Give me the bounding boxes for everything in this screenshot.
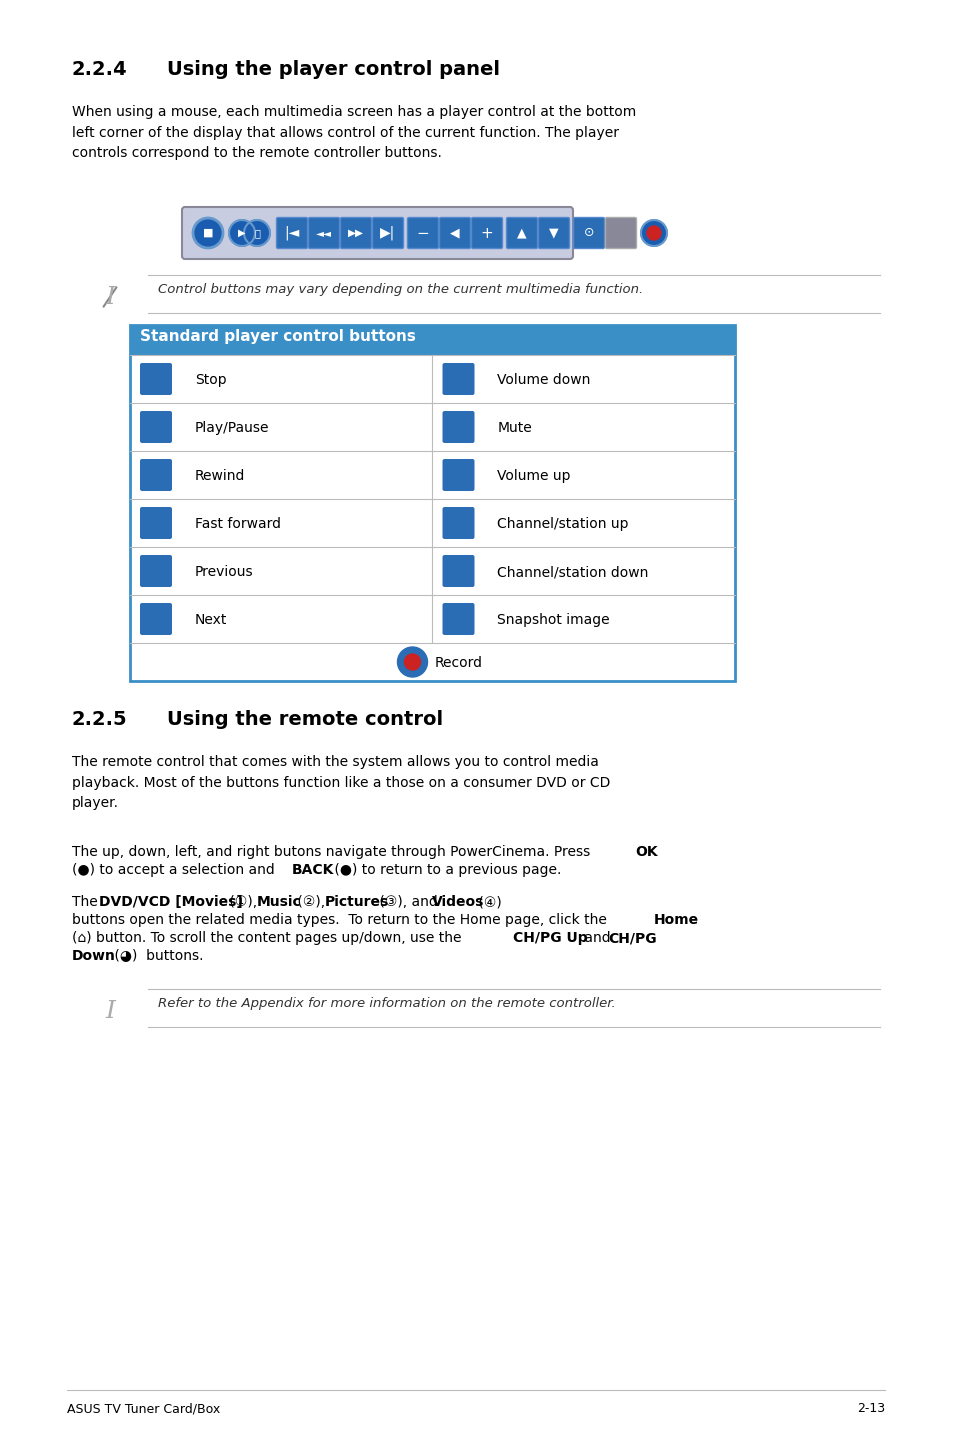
- FancyBboxPatch shape: [442, 362, 474, 395]
- FancyBboxPatch shape: [140, 411, 172, 443]
- Circle shape: [404, 654, 420, 670]
- Text: (⌂) button. To scroll the content pages up/down, use the: (⌂) button. To scroll the content pages …: [71, 930, 465, 945]
- Circle shape: [193, 219, 223, 247]
- Text: buttons open the related media types.  To return to the Home page, click the: buttons open the related media types. To…: [71, 913, 611, 928]
- Text: DVD/VCD [Movies]: DVD/VCD [Movies]: [99, 894, 242, 909]
- FancyBboxPatch shape: [182, 207, 573, 259]
- Text: +: +: [480, 226, 493, 240]
- Text: Mute: Mute: [497, 421, 532, 436]
- FancyBboxPatch shape: [140, 362, 172, 395]
- FancyBboxPatch shape: [442, 555, 474, 587]
- FancyBboxPatch shape: [573, 217, 604, 249]
- Text: Stop: Stop: [194, 372, 227, 387]
- Text: Using the remote control: Using the remote control: [167, 710, 442, 729]
- FancyBboxPatch shape: [506, 217, 537, 249]
- Text: Music: Music: [256, 894, 301, 909]
- Text: I: I: [105, 286, 114, 309]
- FancyBboxPatch shape: [442, 459, 474, 490]
- Circle shape: [646, 226, 660, 240]
- Text: ASUS TV Tuner Card/Box: ASUS TV Tuner Card/Box: [67, 1402, 220, 1415]
- Text: Home: Home: [654, 913, 699, 928]
- Text: BACK: BACK: [292, 863, 334, 877]
- FancyBboxPatch shape: [439, 217, 470, 249]
- Text: OK: OK: [635, 846, 657, 858]
- Text: ◄◄: ◄◄: [315, 229, 332, 239]
- Text: (●) to return to a previous page.: (●) to return to a previous page.: [330, 863, 560, 877]
- Text: Refer to the Appendix for more information on the remote controller.: Refer to the Appendix for more informati…: [158, 997, 615, 1009]
- Circle shape: [640, 220, 666, 246]
- FancyBboxPatch shape: [140, 555, 172, 587]
- Text: CH/PG: CH/PG: [607, 930, 656, 945]
- Text: The remote control that comes with the system allows you to control media
playba: The remote control that comes with the s…: [71, 755, 610, 810]
- Bar: [130, 325, 734, 682]
- FancyBboxPatch shape: [605, 217, 636, 249]
- Text: Videos: Videos: [432, 894, 484, 909]
- FancyBboxPatch shape: [442, 603, 474, 636]
- Text: Volume up: Volume up: [497, 469, 571, 483]
- Text: ▶: ▶: [238, 229, 246, 239]
- FancyBboxPatch shape: [471, 217, 502, 249]
- Text: Volume down: Volume down: [497, 372, 590, 387]
- Text: Next: Next: [194, 613, 227, 627]
- Text: Channel/station up: Channel/station up: [497, 518, 628, 531]
- Text: 2.2.5: 2.2.5: [71, 710, 128, 729]
- Text: The: The: [71, 894, 102, 909]
- Bar: [130, 325, 734, 355]
- Text: When using a mouse, each multimedia screen has a player control at the bottom
le: When using a mouse, each multimedia scre…: [71, 105, 636, 160]
- Circle shape: [397, 647, 427, 677]
- Text: (●) to accept a selection and: (●) to accept a selection and: [71, 863, 279, 877]
- Text: |◄: |◄: [284, 226, 299, 240]
- Text: −: −: [416, 226, 429, 240]
- Text: Standard player control buttons: Standard player control buttons: [140, 329, 416, 344]
- Text: Fast forward: Fast forward: [194, 518, 281, 531]
- Text: 2-13: 2-13: [856, 1402, 884, 1415]
- Text: I: I: [105, 999, 114, 1022]
- FancyBboxPatch shape: [140, 459, 172, 490]
- Text: Using the player control panel: Using the player control panel: [167, 60, 499, 79]
- FancyBboxPatch shape: [372, 217, 403, 249]
- Text: ▼: ▼: [549, 227, 558, 240]
- Circle shape: [244, 220, 270, 246]
- Text: ■: ■: [203, 229, 213, 239]
- Text: Rewind: Rewind: [194, 469, 245, 483]
- FancyBboxPatch shape: [407, 217, 438, 249]
- FancyBboxPatch shape: [442, 508, 474, 539]
- FancyBboxPatch shape: [308, 217, 339, 249]
- Text: (④): (④): [474, 894, 501, 909]
- Text: Previous: Previous: [194, 565, 253, 580]
- Text: Channel/station down: Channel/station down: [497, 565, 648, 580]
- Text: Down: Down: [71, 949, 115, 963]
- Text: ⊙: ⊙: [583, 227, 594, 240]
- Text: Pictures: Pictures: [325, 894, 389, 909]
- FancyBboxPatch shape: [140, 508, 172, 539]
- Text: Record: Record: [434, 656, 482, 670]
- Text: Snapshot image: Snapshot image: [497, 613, 610, 627]
- FancyBboxPatch shape: [537, 217, 569, 249]
- Text: (①),: (①),: [225, 894, 261, 909]
- Text: The up, down, left, and right butons navigate through PowerCinema. Press: The up, down, left, and right butons nav…: [71, 846, 594, 858]
- Text: ▶|: ▶|: [380, 226, 395, 240]
- Text: ▲: ▲: [517, 227, 526, 240]
- FancyBboxPatch shape: [340, 217, 371, 249]
- Text: ⏸: ⏸: [253, 229, 259, 239]
- Text: 2.2.4: 2.2.4: [71, 60, 128, 79]
- FancyBboxPatch shape: [442, 411, 474, 443]
- FancyBboxPatch shape: [276, 217, 307, 249]
- Text: Play/Pause: Play/Pause: [194, 421, 269, 436]
- FancyBboxPatch shape: [140, 603, 172, 636]
- Text: ◀: ◀: [450, 227, 459, 240]
- Text: (◕)  buttons.: (◕) buttons.: [110, 949, 203, 963]
- Text: and: and: [579, 930, 615, 945]
- Text: ▶▶: ▶▶: [348, 229, 364, 239]
- Text: Control buttons may vary depending on the current multimedia function.: Control buttons may vary depending on th…: [158, 283, 642, 296]
- Text: (②),: (②),: [293, 894, 329, 909]
- Circle shape: [229, 220, 254, 246]
- Text: CH/PG Up: CH/PG Up: [513, 930, 587, 945]
- Text: (③), and: (③), and: [375, 894, 441, 909]
